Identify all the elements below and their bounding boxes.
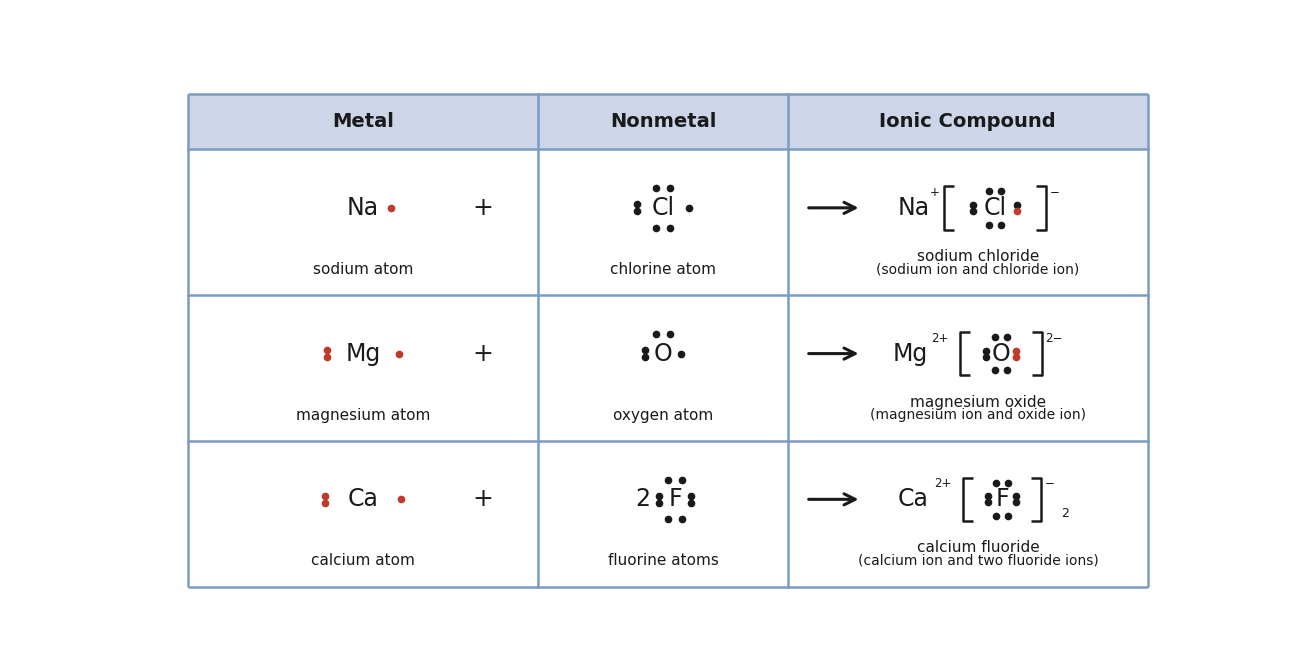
Text: Metal: Metal (332, 112, 394, 131)
Text: magnesium atom: magnesium atom (295, 408, 430, 423)
Text: Cl: Cl (651, 196, 675, 220)
Text: F: F (996, 487, 1009, 511)
Text: Mg: Mg (346, 341, 381, 366)
Text: 2: 2 (636, 487, 650, 511)
Bar (187, 93, 1148, 149)
Text: Ca: Ca (898, 487, 928, 511)
Text: +: + (472, 487, 493, 511)
Text: fluorine atoms: fluorine atoms (607, 553, 719, 569)
Text: F: F (668, 487, 683, 511)
Text: 2+: 2+ (935, 477, 952, 491)
Text: +: + (472, 196, 493, 220)
Text: Cl: Cl (983, 196, 1006, 220)
Text: sodium atom: sodium atom (313, 262, 413, 277)
Text: chlorine atom: chlorine atom (610, 262, 716, 277)
Text: +: + (472, 341, 493, 366)
Text: +: + (930, 186, 940, 199)
Text: Na: Na (347, 196, 380, 220)
Text: −: − (1049, 186, 1060, 199)
Text: O: O (992, 341, 1010, 366)
Text: (calcium ion and two fluoride ions): (calcium ion and two fluoride ions) (858, 554, 1098, 568)
Text: sodium chloride: sodium chloride (916, 249, 1039, 264)
Text: (sodium ion and chloride ion): (sodium ion and chloride ion) (876, 262, 1079, 276)
Text: calcium atom: calcium atom (311, 553, 415, 569)
Text: oxygen atom: oxygen atom (612, 408, 714, 423)
Text: O: O (654, 341, 672, 366)
Text: (magnesium ion and oxide ion): (magnesium ion and oxide ion) (870, 408, 1086, 422)
Text: magnesium oxide: magnesium oxide (910, 394, 1046, 410)
Text: 2+: 2+ (932, 331, 949, 345)
Text: Mg: Mg (893, 341, 928, 366)
Text: 2: 2 (1062, 507, 1070, 520)
Text: Ca: Ca (347, 487, 378, 511)
Text: Na: Na (897, 196, 929, 220)
Text: −: − (1044, 477, 1054, 491)
Text: Nonmetal: Nonmetal (610, 112, 716, 131)
Text: Ionic Compound: Ionic Compound (880, 112, 1056, 131)
Text: 2−: 2− (1045, 331, 1063, 345)
Text: calcium fluoride: calcium fluoride (916, 540, 1039, 555)
